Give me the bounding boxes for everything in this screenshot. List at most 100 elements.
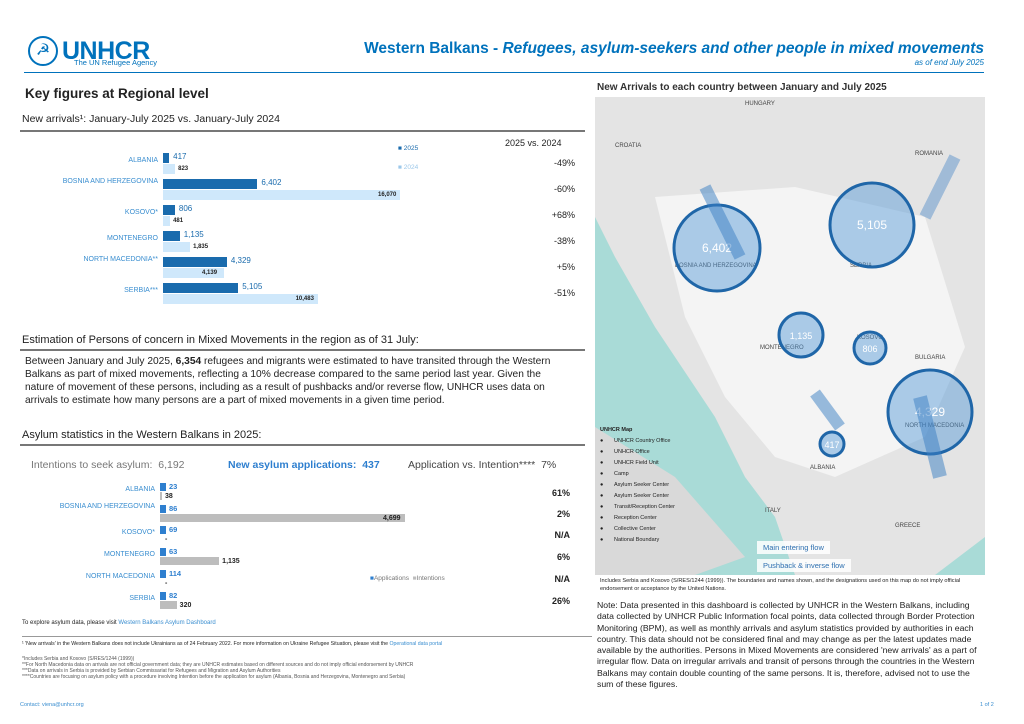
country-label: ROMANIA: [915, 151, 943, 157]
value-applications: 63: [169, 547, 178, 557]
asylum-dashboard-link[interactable]: Western Balkans Asylum Dashboard: [118, 620, 216, 626]
title-italic: Refugees, asylum-seekers and other peopl…: [502, 40, 984, 57]
bar-intentions: [160, 513, 405, 522]
category-label: KOSOVO*: [121, 529, 155, 537]
category-label: BOSNIA AND HERZEGOVINA: [59, 502, 155, 510]
change-percent: -60%: [553, 184, 575, 194]
country-label: KOSOVO: [857, 335, 883, 341]
bar-2024: [163, 164, 176, 174]
page-number: 1 of 2: [980, 702, 994, 708]
bar-2025: [163, 179, 258, 189]
bar-2025: [163, 205, 175, 215]
key-figures-title: Key figures at Regional level: [25, 86, 209, 101]
map-legend-item: ● Asylum Seeker Center: [600, 482, 670, 488]
map-legend-item: ● UNHCR Office: [600, 449, 650, 455]
value-intentions: 320: [179, 601, 192, 609]
ratio-percent: 26%: [551, 595, 570, 606]
category-label: NORTH MACEDONIA**: [83, 256, 158, 263]
category-label: MONTENEGRO: [104, 551, 155, 559]
map-legend-item: ● Collective Center: [600, 526, 656, 532]
unhcr-logo: ☭ UNHCR: [28, 36, 150, 66]
ratio-summary: Application vs. Intention**** 7%: [408, 459, 557, 471]
arrival-bubble[interactable]: [828, 181, 916, 269]
footnote-4: ***Data on arrivals in Serbia is provide…: [22, 668, 281, 674]
arrival-bubble-value: 1,135: [790, 331, 813, 341]
change-percent: +68%: [551, 210, 575, 220]
footnote-5: ****Countries are focusing on asylum pol…: [22, 674, 406, 680]
page-subtitle: as of end July 2025: [914, 58, 984, 67]
ratio-percent: 61%: [551, 488, 570, 498]
bar-2025: [163, 283, 239, 293]
change-percent: +5%: [556, 262, 575, 272]
country-label: ITALY: [765, 508, 781, 514]
map-legend-item: ● Reception Center: [600, 515, 657, 521]
arrival-bubble[interactable]: [777, 311, 825, 359]
main-flow-label: Main entering flow: [757, 541, 830, 554]
value-intentions: 4,699: [383, 514, 401, 522]
arrival-bubble-value: 6,402: [702, 241, 732, 255]
category-label: NORTH MACEDONIA: [85, 572, 155, 580]
bar-applications: [160, 548, 166, 557]
bar-intentions: [160, 600, 177, 609]
category-label: SERBIA***: [124, 287, 158, 294]
bar-2024: [163, 294, 318, 304]
bar-applications: [160, 483, 166, 491]
bar-2024: [163, 242, 191, 252]
value-intentions: 38: [165, 493, 173, 500]
change-percent: -51%: [553, 288, 575, 298]
value-2025: 806: [178, 204, 193, 213]
value-2025: 5,105: [242, 282, 263, 291]
footnote-divider: [22, 636, 592, 637]
contact-email[interactable]: Contact: viena@unhcr.org: [20, 702, 84, 708]
footnote-2: *Includes Serbia and Kosovo (S/RES/1244 …: [22, 656, 135, 662]
map-svg: HUNGARY CROATIA ROMANIA BOSNIA AND HERZEGOV…: [595, 97, 985, 575]
value-2024: 16,070: [378, 192, 397, 198]
map-legend-item: ● Camp: [600, 471, 629, 477]
arrival-bubble[interactable]: [818, 430, 846, 458]
value-2024: 4,139: [202, 270, 218, 276]
applications-summary: New asylum applications: 437: [228, 459, 380, 471]
ratio-percent: 6%: [556, 552, 570, 563]
map-legend-item: ● National Boundary: [600, 537, 660, 543]
arrival-bubble[interactable]: [852, 330, 888, 366]
asylum-legend: ■Applications ■Intentions: [370, 575, 445, 582]
ratio-percent: 2%: [556, 508, 570, 519]
category-label: BOSNIA AND HERZEGOVINA: [62, 178, 158, 185]
bar-2024: [163, 268, 225, 278]
unhcr-emblem-icon: ☭: [28, 36, 58, 66]
category-label: MONTENEGRO: [107, 235, 158, 242]
value-2024: 10,483: [295, 296, 314, 302]
country-label: NORTH MACEDONIA: [905, 423, 964, 429]
title-main: Western Balkans -: [364, 40, 503, 57]
pushback-flow-label: Pushback & inverse flow: [757, 559, 851, 572]
operational-portal-link[interactable]: Operational data portal: [389, 641, 443, 647]
map-title: New Arrivals to each country between Jan…: [597, 82, 887, 93]
intentions-summary: Intentions to seek asylum: 6,192: [31, 459, 185, 471]
section-divider: [20, 130, 585, 132]
change-percent: -38%: [553, 236, 575, 246]
value-2024: 823: [178, 166, 189, 172]
value-applications: 69: [169, 525, 178, 535]
country-label: GREECE: [895, 523, 920, 529]
value-applications: 23: [169, 482, 178, 491]
arrivals-map[interactable]: HUNGARY CROATIA ROMANIA BOSNIA AND HERZEGOV…: [595, 97, 985, 575]
category-label: ALBANIA: [128, 157, 158, 164]
arrival-bubble-value: 5,105: [857, 218, 887, 232]
bar-applications: [160, 591, 166, 600]
value-2024: 481: [173, 218, 184, 224]
bar-2024: [163, 190, 400, 200]
value-intentions: -: [165, 536, 168, 544]
ratio-percent: N/A: [554, 573, 571, 584]
map-legend-item: ● UNHCR Country Office: [600, 438, 671, 444]
map-legend-item: ● UNHCR Field Unit: [600, 460, 659, 466]
value-2025: 4,329: [230, 256, 251, 265]
legend-2025: ■ 2025: [398, 145, 419, 152]
value-2025: 417: [173, 152, 187, 161]
change-percent: -49%: [553, 158, 575, 168]
data-note: Note: Data presented in this dashboard i…: [597, 600, 977, 690]
bar-2025: [163, 257, 227, 267]
footnote-1: ¹ 'New arrivals' in the Western Balkans …: [22, 641, 443, 647]
mixed-title: Estimation of Persons of concern in Mixe…: [22, 334, 419, 346]
category-label: SERBIA: [129, 594, 155, 602]
logo-text: UNHCR: [62, 37, 150, 65]
